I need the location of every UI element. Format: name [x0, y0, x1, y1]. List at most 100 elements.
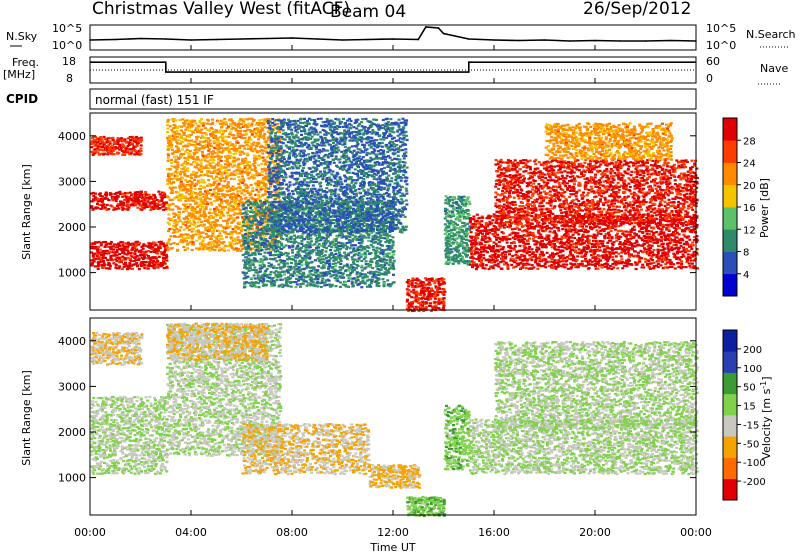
heatmap-cell	[351, 281, 354, 283]
heatmap-cell	[217, 121, 220, 123]
heatmap-cell	[261, 249, 264, 251]
heatmap-cell	[355, 282, 358, 284]
heatmap-cell	[339, 263, 342, 265]
heatmap-cell	[115, 208, 118, 210]
heatmap-cell	[246, 153, 249, 155]
heatmap-cell	[125, 147, 128, 149]
heatmap-cell	[344, 254, 347, 256]
heatmap-cell	[318, 233, 321, 235]
heatmap-cell	[126, 192, 129, 194]
heatmap-cell	[184, 129, 187, 131]
heatmap-cell	[285, 282, 288, 284]
heatmap-cell	[273, 140, 276, 142]
heatmap-cell	[264, 208, 267, 210]
heatmap-cell	[284, 209, 287, 211]
heatmap-cell	[261, 219, 264, 221]
heatmap-cell	[101, 146, 104, 148]
heatmap-cell	[296, 245, 299, 247]
heatmap-cell	[384, 267, 387, 269]
heatmap-cell	[198, 234, 201, 236]
heatmap-cell	[285, 151, 288, 153]
heatmap-cell	[200, 129, 203, 131]
heatmap-cell	[102, 203, 105, 205]
heatmap-cell	[108, 268, 111, 270]
heatmap-cell	[370, 252, 373, 254]
heatmap-cell	[237, 236, 240, 238]
heatmap-cell	[325, 250, 328, 252]
heatmap-cell	[275, 236, 278, 238]
heatmap-cell	[360, 256, 363, 258]
heatmap-cell	[124, 138, 127, 140]
heatmap-cell	[257, 142, 260, 144]
heatmap-cell	[128, 206, 131, 208]
station-title: Christmas Valley West (fitACF)	[92, 0, 350, 19]
heatmap-cell	[241, 201, 244, 203]
heatmap-cell	[392, 244, 395, 246]
heatmap-cell	[286, 136, 289, 138]
heatmap-cell	[190, 177, 193, 179]
heatmap-cell	[334, 265, 337, 267]
heatmap-cell	[184, 151, 187, 153]
heatmap-cell	[225, 236, 228, 238]
heatmap-cell	[388, 235, 391, 237]
heatmap-cell	[254, 258, 257, 260]
heatmap-cell	[192, 131, 195, 133]
heatmap-cell	[296, 131, 299, 133]
heatmap-cell	[237, 203, 240, 205]
heatmap-cell	[384, 253, 387, 255]
heatmap-cell	[367, 240, 370, 242]
heatmap-cell	[265, 186, 268, 188]
heatmap-cell	[169, 142, 172, 144]
heatmap-cell	[240, 192, 243, 194]
heatmap-cell	[100, 138, 103, 140]
heatmap-cell	[296, 155, 299, 157]
heatmap-cell	[345, 242, 348, 244]
heatmap-cell	[218, 249, 221, 251]
heatmap-cell	[276, 123, 279, 125]
heatmap-cell	[186, 145, 189, 147]
heatmap-cell	[246, 216, 249, 218]
heatmap-cell	[378, 285, 381, 287]
heatmap-cell	[298, 145, 301, 147]
heatmap-cell	[272, 277, 275, 279]
heatmap-cell	[283, 191, 286, 193]
heatmap-cell	[386, 237, 389, 239]
heatmap-cell	[220, 198, 223, 200]
heatmap-cell	[258, 124, 261, 126]
heatmap-cell	[217, 155, 220, 157]
heatmap-cell	[294, 142, 297, 144]
heatmap-cell	[225, 123, 228, 125]
heatmap-cell	[391, 264, 394, 266]
heatmap-cell	[122, 145, 125, 147]
heatmap-cell	[170, 178, 173, 180]
heatmap-cell	[297, 280, 300, 282]
heatmap-cell	[264, 238, 267, 240]
heatmap-cell	[172, 153, 175, 155]
heatmap-cell	[277, 264, 280, 266]
heatmap-cell	[198, 218, 201, 220]
heatmap-cell	[113, 153, 116, 155]
freq-line	[90, 62, 696, 72]
heatmap-cell	[255, 223, 258, 225]
heatmap-cell	[92, 255, 95, 257]
heatmap-cell	[257, 229, 260, 231]
heatmap-cell	[329, 249, 332, 251]
heatmap-cell	[218, 171, 221, 173]
heatmap-cell	[264, 226, 267, 228]
heatmap-cell	[277, 207, 280, 209]
heatmap-cell	[178, 214, 181, 216]
heatmap-cell	[269, 121, 272, 123]
heatmap-cell	[154, 242, 157, 244]
heatmap-cell	[237, 124, 240, 126]
heatmap-cell	[283, 150, 286, 152]
heatmap-cell	[206, 201, 209, 203]
heatmap-cell	[257, 282, 260, 284]
heatmap-cell	[220, 175, 223, 177]
heatmap-cell	[203, 217, 206, 219]
heatmap-cell	[186, 190, 189, 192]
heatmap-cell	[268, 175, 271, 177]
heatmap-cell	[246, 201, 249, 203]
heatmap-cell	[291, 245, 294, 247]
heatmap-cell	[321, 261, 324, 263]
heatmap-cell	[99, 249, 102, 251]
